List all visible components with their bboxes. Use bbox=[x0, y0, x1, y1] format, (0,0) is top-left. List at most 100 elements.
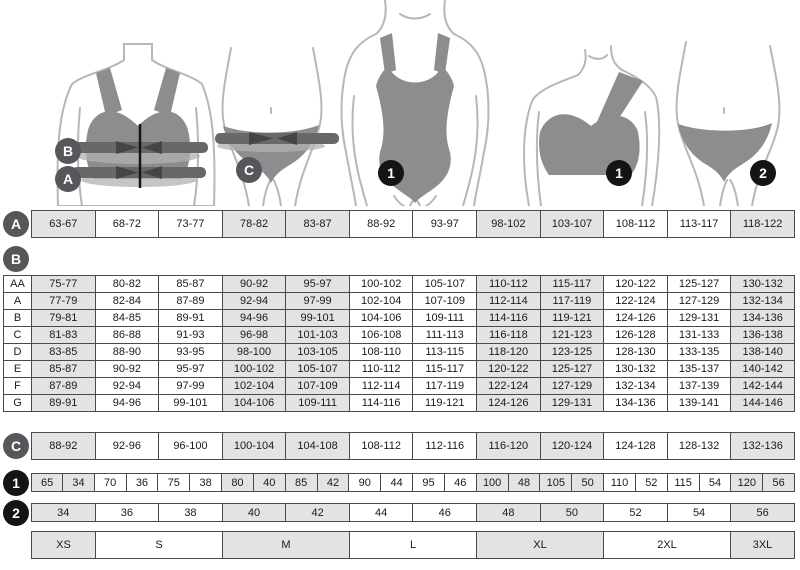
table-B-cell: 95-97 bbox=[285, 275, 350, 293]
table-B-cell: 112-114 bbox=[476, 292, 541, 310]
table-B-cell: 79-81 bbox=[31, 309, 96, 327]
row-A-cell: 98-102 bbox=[476, 210, 541, 238]
table-B-cell: 108-110 bbox=[348, 343, 414, 361]
row-sizes-cells: XS S M L XL 2XL 3XL bbox=[31, 531, 795, 559]
row-2-cell: 38 bbox=[158, 503, 223, 522]
table-B-cell: 95-97 bbox=[158, 360, 223, 378]
table-B-cell: 124-126 bbox=[476, 394, 541, 412]
table-B-cell: 133-135 bbox=[666, 343, 732, 361]
row-A-cell: 83-87 bbox=[285, 210, 350, 238]
table-B-cell: 127-129 bbox=[539, 377, 605, 395]
table-B-cell: 104-106 bbox=[221, 394, 287, 412]
row-C-cells: 88-92 92-96 96-100 100-104 104-108 108-112 112… bbox=[31, 432, 795, 460]
row-2-cell: 54 bbox=[666, 503, 732, 522]
row-1-cell: 70 bbox=[93, 473, 127, 492]
row-1-cell: 38 bbox=[189, 473, 223, 492]
table-B-cell: 135-137 bbox=[666, 360, 732, 378]
table-B-cell: 97-99 bbox=[158, 377, 223, 395]
table-B-row: B 79-81 84-85 89-91 94-96 99-101 104-106 109-11… bbox=[3, 309, 795, 327]
row-1-cell: 75 bbox=[157, 473, 191, 492]
table-B-cell: 99-101 bbox=[285, 309, 350, 327]
table-B-cell: 92-94 bbox=[94, 377, 160, 395]
measure-badge-C: C bbox=[236, 157, 262, 183]
row-1-pair: 75 38 bbox=[157, 473, 223, 492]
row-C-cell: 88-92 bbox=[31, 432, 96, 460]
row-1-cell: 80 bbox=[221, 473, 254, 492]
table-B-cell: 92-94 bbox=[221, 292, 287, 310]
row-badge-B: B bbox=[3, 246, 29, 272]
table-B-cell: 119-121 bbox=[412, 394, 478, 412]
row-C-cell: 116-120 bbox=[476, 432, 541, 460]
table-B-cell: 136-138 bbox=[730, 326, 795, 344]
row-2-cell: 56 bbox=[730, 503, 795, 522]
size-cell: XL bbox=[476, 531, 604, 559]
table-B-cell: 112-114 bbox=[348, 377, 414, 395]
table-B-row: AA 75-77 80-82 85-87 90-92 95-97 100-102 105-10… bbox=[3, 275, 795, 293]
row-1-pair: 90 44 bbox=[348, 473, 414, 492]
row-C-cell: 108-112 bbox=[348, 432, 414, 460]
figure-bodysuit bbox=[340, 0, 490, 206]
table-B-cell: 104-106 bbox=[348, 309, 414, 327]
table-B-cell: 90-92 bbox=[94, 360, 160, 378]
row-1-cell: 105 bbox=[539, 473, 573, 492]
table-B-cell: 98-100 bbox=[221, 343, 287, 361]
size-cell: 2XL bbox=[603, 531, 731, 559]
table-B-cell: 101-103 bbox=[285, 326, 350, 344]
table-B-cell: 111-113 bbox=[412, 326, 478, 344]
table-B-cell: 100-102 bbox=[221, 360, 287, 378]
size-cell: L bbox=[349, 531, 477, 559]
cup-letter-cell: G bbox=[3, 394, 32, 412]
table-B-cell: 85-87 bbox=[31, 360, 96, 378]
table-B-cell: 88-90 bbox=[94, 343, 160, 361]
row-1-cell: 90 bbox=[348, 473, 382, 492]
figure-bra bbox=[523, 45, 661, 206]
table-B-cell: 132-134 bbox=[603, 377, 668, 395]
table-B: AA 75-77 80-82 85-87 90-92 95-97 100-102 105-10… bbox=[3, 275, 795, 412]
row-1-cell: 44 bbox=[380, 473, 414, 492]
table-B-cell: 138-140 bbox=[730, 343, 795, 361]
row-C-cell: 104-108 bbox=[285, 432, 350, 460]
table-B-cell: 105-107 bbox=[285, 360, 350, 378]
row-1-pair: 110 52 bbox=[603, 473, 668, 492]
table-B-cell: 117-119 bbox=[539, 292, 605, 310]
table-B-cell: 140-142 bbox=[730, 360, 795, 378]
table-B-cell: 115-117 bbox=[412, 360, 478, 378]
row-A-cell: 113-117 bbox=[666, 210, 732, 238]
size-cell: XS bbox=[31, 531, 96, 559]
row-2-cell: 44 bbox=[348, 503, 414, 522]
table-B-cell: 86-88 bbox=[94, 326, 160, 344]
table-B-cell: 81-83 bbox=[31, 326, 96, 344]
row-1-pair: 95 46 bbox=[412, 473, 477, 492]
table-B-row: A 77-79 82-84 87-89 92-94 97-99 102-104 107-109… bbox=[3, 292, 795, 310]
row-1-cell: 40 bbox=[252, 473, 286, 492]
row-A-cell: 68-72 bbox=[94, 210, 160, 238]
table-B-cell: 82-84 bbox=[94, 292, 160, 310]
row-1-cell: 120 bbox=[730, 473, 764, 492]
row-1-cell: 85 bbox=[284, 473, 318, 492]
table-B-cell: 84-85 bbox=[94, 309, 160, 327]
table-B-cell: 120-122 bbox=[603, 275, 668, 293]
row-2-cell: 40 bbox=[221, 503, 287, 522]
row-A-cell: 108-112 bbox=[603, 210, 668, 238]
row-A-cells: 63-67 68-72 73-77 78-82 83-87 88-92 93-97 98-10… bbox=[31, 210, 795, 238]
table-B-cell: 120-122 bbox=[476, 360, 541, 378]
table-B-cell: 142-144 bbox=[730, 377, 795, 395]
table-B-cell: 107-109 bbox=[285, 377, 350, 395]
row-1-pair: 105 50 bbox=[539, 473, 605, 492]
table-B-cell: 89-91 bbox=[158, 309, 223, 327]
table-B-cell: 109-111 bbox=[412, 309, 478, 327]
table-B-cell: 123-125 bbox=[539, 343, 605, 361]
table-B-cell: 117-119 bbox=[412, 377, 478, 395]
cup-letter-cell: AA bbox=[3, 275, 32, 293]
table-B-cell: 114-116 bbox=[348, 394, 414, 412]
row-1-pair: 115 54 bbox=[666, 473, 732, 492]
row-1-cell: 100 bbox=[475, 473, 509, 492]
table-B-cell: 115-117 bbox=[539, 275, 605, 293]
table-B-cell: 119-121 bbox=[539, 309, 605, 327]
table-B-cell: 106-108 bbox=[348, 326, 414, 344]
table-B-cell: 110-112 bbox=[476, 275, 541, 293]
row-C-cell: 128-132 bbox=[666, 432, 732, 460]
table-B-row: G 89-91 94-96 99-101 104-106 109-111 114-116 11… bbox=[3, 394, 795, 412]
garment-badge-1-bra: 1 bbox=[606, 160, 632, 186]
